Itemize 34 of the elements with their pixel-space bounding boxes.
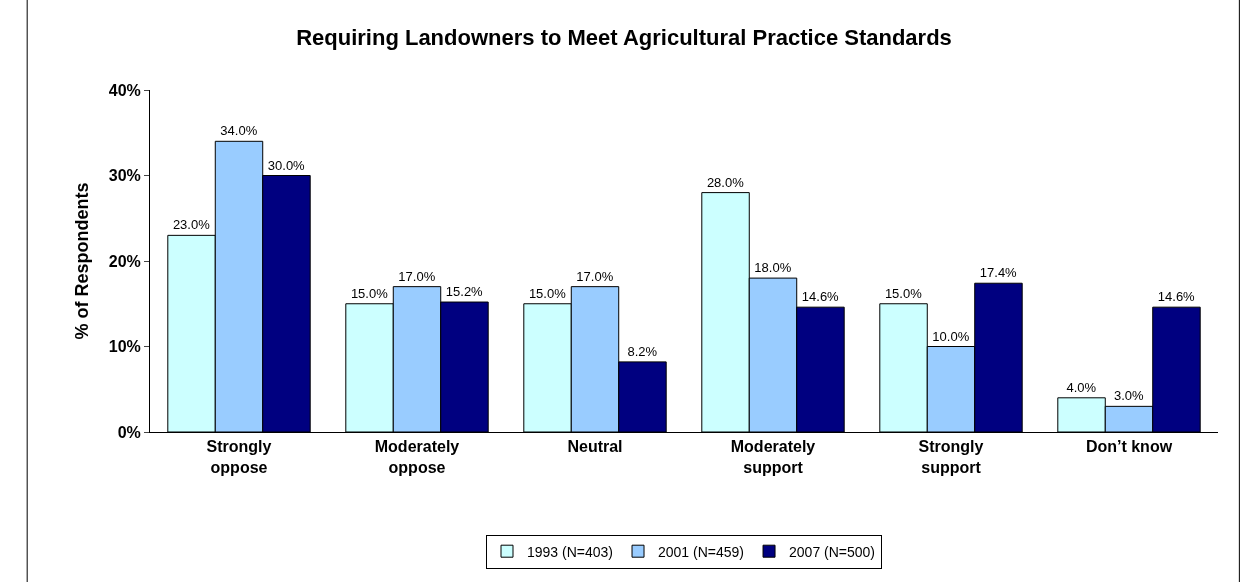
data-label: 14.6% — [1157, 289, 1196, 305]
y-tick-label: 40% — [108, 81, 141, 99]
y-tick-label: 20% — [108, 252, 141, 270]
data-label: 10.0% — [932, 328, 970, 344]
data-label: 3.0% — [1113, 388, 1145, 404]
chart-title: Requiring Landowners to Meet Agricultural Practice Standards — [296, 24, 952, 50]
x-tick-label: Strongly support — [918, 438, 984, 476]
data-label: 17.0% — [576, 268, 614, 284]
data-label: 28.0% — [706, 174, 745, 190]
data-label: 14.6% — [801, 289, 840, 305]
y-tick-label: 0% — [117, 423, 141, 441]
x-tick-label: Moderately support — [730, 438, 816, 476]
x-tick-label: Strongly oppose — [206, 438, 272, 476]
data-label: 30.0% — [267, 157, 306, 173]
y-tick-label: 30% — [108, 167, 141, 185]
legend-label: 1993 (N=403) — [527, 543, 614, 560]
data-label: 15.0% — [884, 285, 923, 301]
x-tick-label: Moderately oppose — [374, 438, 460, 476]
y-axis-title: % of Respondents — [71, 182, 92, 340]
data-label: 23.0% — [172, 217, 211, 233]
data-label: 18.0% — [754, 260, 792, 276]
data-label: 15.0% — [350, 285, 389, 301]
y-tick-label: 10% — [108, 338, 141, 356]
x-tick-label: Neutral — [567, 438, 623, 456]
data-label: 34.0% — [220, 123, 258, 139]
data-label: 17.4% — [979, 265, 1018, 281]
x-tick-label: Don’t know — [1085, 438, 1173, 456]
data-label: 17.0% — [398, 268, 436, 284]
data-label: 15.0% — [528, 285, 567, 301]
legend-label: 2001 (N=459) — [658, 543, 745, 560]
data-label: 15.2% — [445, 284, 484, 300]
data-label: 8.2% — [627, 343, 658, 359]
data-label: 4.0% — [1066, 379, 1097, 395]
legend-label: 2007 (N=500) — [789, 543, 876, 560]
